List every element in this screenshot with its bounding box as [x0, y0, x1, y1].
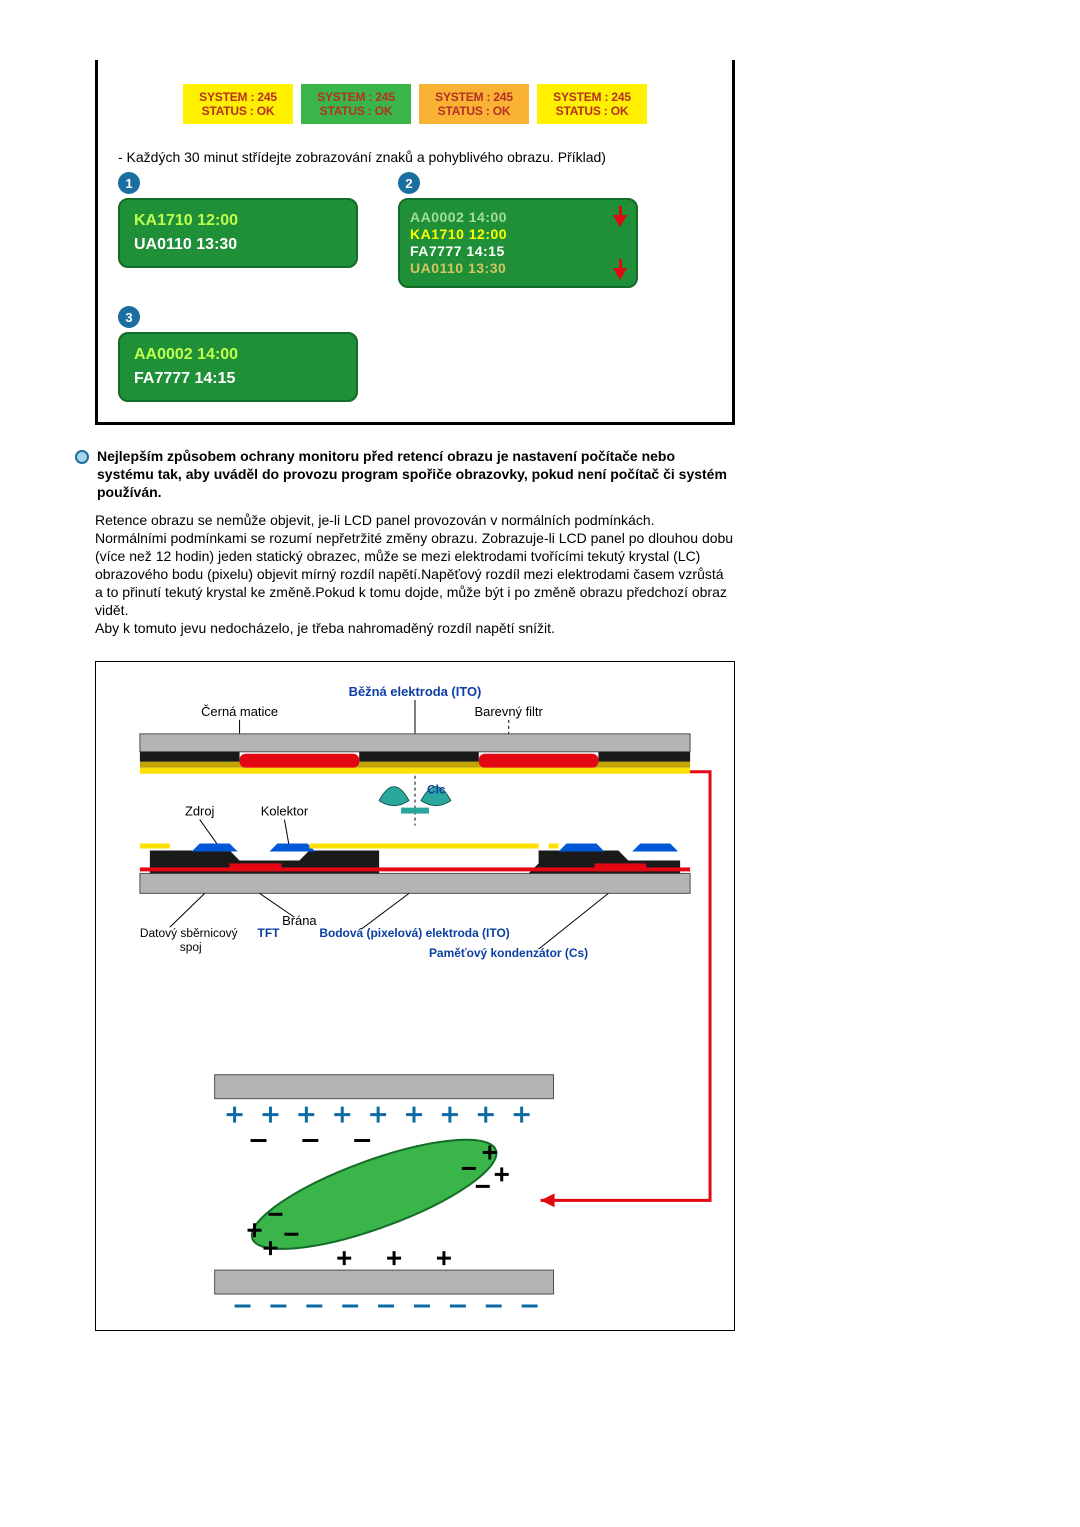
- label-tft-2: TFT: [258, 926, 281, 940]
- panel1-line1: KA1710 12:00: [134, 212, 342, 230]
- bullet-icon: [75, 450, 89, 464]
- panel-2: 2 AA0002 14:00 KA1710 12:00 FA7777 14:15…: [398, 172, 638, 288]
- panel2-arrows: [610, 206, 630, 280]
- system-box-4: SYSTEM : 245 STATUS : OK: [537, 84, 647, 124]
- label-gate: Brána: [282, 913, 317, 928]
- system-line2: STATUS : OK: [320, 104, 393, 118]
- label-clc: Clc: [427, 783, 446, 797]
- system-line1: SYSTEM : 245: [553, 90, 631, 104]
- label-tft-1: Datový sběrnicový: [140, 926, 238, 940]
- system-box-2: SYSTEM : 245 STATUS : OK: [301, 84, 411, 124]
- panel3-line1: AA0002 14:00: [134, 346, 342, 364]
- top-example-figure: SYSTEM : 245 STATUS : OK SYSTEM : 245 ST…: [95, 60, 735, 425]
- system-line2: STATUS : OK: [438, 104, 511, 118]
- system-line1: SYSTEM : 245: [435, 90, 513, 104]
- label-source: Zdroj: [185, 804, 214, 819]
- panel2-mid2: FA7777 14:15: [410, 243, 626, 260]
- figure-note: - Každých 30 minut střídejte zobrazování…: [118, 148, 712, 166]
- system-status-row: SYSTEM : 245 STATUS : OK SYSTEM : 245 ST…: [118, 78, 712, 138]
- panel2-top: AA0002 14:00: [410, 209, 626, 226]
- panel-badge-3: 3: [118, 306, 140, 328]
- panel3-line2: FA7777 14:15: [134, 370, 342, 388]
- system-line1: SYSTEM : 245: [199, 90, 277, 104]
- label-black-matrix: Černá matice: [201, 704, 278, 719]
- diagram-svg: Běžná elektroda (ITO) Černá matice Barev…: [110, 676, 720, 1316]
- label-drain: Kolektor: [261, 804, 309, 819]
- label-color-filter: Barevný filtr: [475, 704, 544, 719]
- panel-badge-1: 1: [118, 172, 140, 194]
- panel1-line2: UA0110 13:30: [134, 236, 342, 254]
- panel2-bot: UA0110 13:30: [410, 260, 626, 277]
- lead-block: Nejlepším způsobem ochrany monitoru před…: [75, 447, 735, 501]
- body-paragraph: Retence obrazu se nemůže objevit, je-li …: [95, 511, 735, 637]
- system-box-1: SYSTEM : 245 STATUS : OK: [183, 84, 293, 124]
- system-box-3: SYSTEM : 245 STATUS : OK: [419, 84, 529, 124]
- label-cs: Paměťový kondenzátor (Cs): [429, 946, 588, 960]
- lead-text: Nejlepším způsobem ochrany monitoru před…: [97, 447, 735, 501]
- system-line2: STATUS : OK: [202, 104, 275, 118]
- panel-3: 3 AA0002 14:00 FA7777 14:15: [118, 306, 712, 402]
- label-top-electrode: Běžná elektroda (ITO): [349, 684, 482, 699]
- label-tft-3: spoj: [180, 940, 202, 954]
- lcd-diagram: Běžná elektroda (ITO) Černá matice Barev…: [95, 661, 735, 1331]
- panel2-mid1: KA1710 12:00: [410, 226, 626, 243]
- capacitor-diagram: [215, 1075, 554, 1306]
- system-line2: STATUS : OK: [556, 104, 629, 118]
- system-line1: SYSTEM : 245: [317, 90, 395, 104]
- panel-1: 1 KA1710 12:00 UA0110 13:30: [118, 172, 358, 288]
- label-pixel-electrode: Bodová (pixelová) elektroda (ITO): [319, 926, 509, 940]
- panel-badge-2: 2: [398, 172, 420, 194]
